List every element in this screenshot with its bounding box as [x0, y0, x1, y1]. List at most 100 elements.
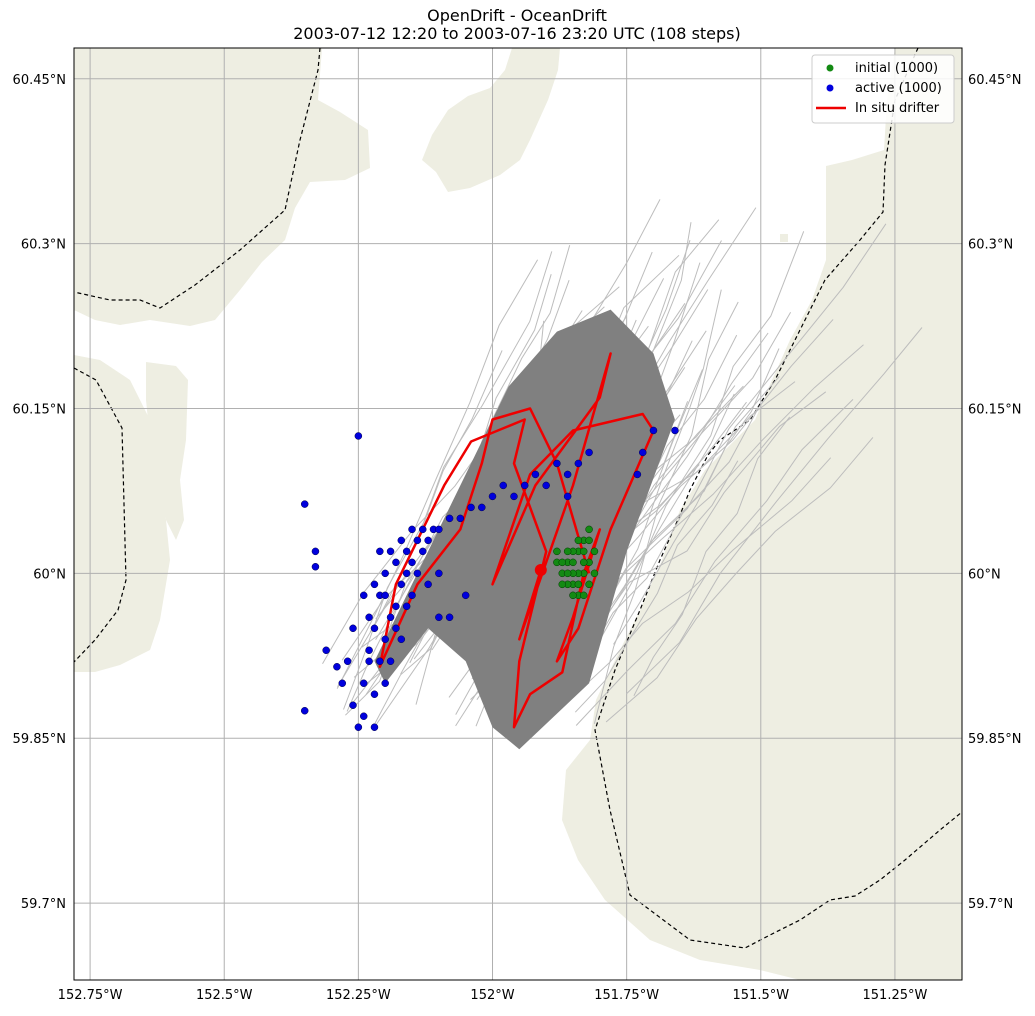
active-point-65	[424, 580, 432, 589]
active-point-7	[338, 679, 347, 688]
active-point-27	[402, 569, 411, 578]
initial-point-19	[574, 536, 583, 545]
x-tick-label-0: 152.75°W	[58, 988, 123, 1003]
active-point-63	[435, 613, 443, 622]
active-point-25	[397, 536, 406, 545]
active-point-29	[408, 525, 416, 534]
active-point-20	[381, 569, 389, 578]
trajectory-line-61	[633, 416, 791, 697]
active-point-40	[488, 492, 497, 501]
active-point-1	[311, 547, 320, 556]
active-point-54	[638, 448, 647, 457]
trajectory-density	[374, 309, 675, 750]
initial-points	[553, 525, 599, 600]
y-tick-label-right-3: 60°N	[968, 567, 1001, 582]
active-point-58	[386, 657, 395, 666]
y-tick-label-left-0: 60.45°N	[13, 73, 66, 88]
initial-point-25	[585, 525, 593, 534]
initial-point-18	[558, 580, 567, 589]
active-point-49	[585, 448, 593, 457]
active-point-6	[333, 663, 341, 671]
active-point-24	[392, 558, 400, 567]
trajectory-line-19	[336, 259, 539, 689]
active-point-62	[413, 569, 422, 578]
y-axis-ticks-right: 60.45°N 60.3°N 60.15°N 60°N 59.85°N 59.7°N	[968, 73, 1021, 912]
active-point-70	[370, 723, 379, 731]
active-point-8	[343, 657, 352, 666]
legend-label-initial: initial (1000)	[855, 61, 938, 76]
active-point-0	[300, 500, 309, 508]
legend-label-drifter: In situ drifter	[855, 101, 940, 116]
active-point-2	[311, 563, 320, 571]
trajectory-line-50	[601, 231, 805, 637]
active-point-73	[435, 569, 443, 578]
active-point-48	[574, 459, 583, 468]
active-point-72	[419, 547, 427, 556]
active-point-11	[359, 712, 368, 720]
y-tick-label-right-0: 60.45°N	[968, 73, 1021, 88]
land-west	[74, 355, 170, 672]
initial-point-29	[569, 558, 577, 567]
y-axis-ticks-left: 60.45°N 60.3°N 60.15°N 60°N 59.85°N 59.7°N	[13, 73, 66, 912]
y-tick-label-left-1: 60.3°N	[21, 238, 66, 253]
active-point-44	[531, 470, 540, 479]
legend: initial (1000) active (1000) In situ dri…	[811, 54, 955, 124]
active-point-12	[359, 679, 368, 688]
land-east-small	[780, 234, 788, 242]
borders	[74, 48, 962, 949]
active-point-10	[354, 723, 363, 731]
x-tick-label-5: 151.5°W	[733, 988, 790, 1003]
active-point-53	[633, 470, 642, 479]
active-point-57	[381, 591, 389, 600]
active-point-45	[542, 481, 550, 490]
chart-title: OpenDrift - OceanDrift	[427, 6, 607, 25]
active-point-61	[408, 591, 416, 600]
y-tick-label-right-1: 60.3°N	[968, 238, 1013, 253]
land-southeast-island	[918, 925, 962, 980]
initial-point-28	[579, 547, 588, 556]
y-tick-label-right-5: 59.7°N	[968, 897, 1013, 912]
y-tick-label-left-5: 59.7°N	[21, 897, 66, 912]
active-point-14	[365, 613, 373, 622]
y-tick-label-left-4: 59.85°N	[13, 732, 66, 747]
border-east	[594, 48, 962, 949]
active-point-42	[510, 492, 518, 501]
active-point-3	[354, 432, 363, 440]
active-point-59	[359, 591, 368, 600]
active-point-9	[349, 701, 357, 709]
land-east	[562, 48, 962, 980]
legend-box	[811, 54, 955, 124]
active-point-30	[408, 558, 416, 567]
active-point-19	[381, 635, 389, 644]
active-point-5	[322, 646, 330, 655]
active-point-60	[392, 624, 400, 633]
x-tick-label-4: 151.75°W	[594, 988, 659, 1003]
y-tick-label-left-2: 60.15°N	[13, 402, 66, 417]
initial-point-22	[579, 558, 588, 567]
land-west-island	[146, 362, 188, 540]
initial-point-23	[569, 591, 577, 600]
active-point-31	[413, 536, 422, 545]
x-tick-label-6: 151.25°W	[863, 988, 928, 1003]
drifter-line	[378, 352, 655, 729]
active-point-15	[370, 690, 379, 698]
border-west	[74, 367, 127, 663]
trajectory-line-58	[613, 348, 780, 645]
active-point-46	[553, 459, 561, 468]
initial-point-20	[590, 569, 599, 578]
initial-point-27	[558, 558, 567, 567]
active-point-64	[445, 613, 454, 622]
plot-frame	[73, 47, 963, 981]
active-point-41	[499, 481, 507, 490]
active-point-32	[419, 525, 427, 534]
trajectory-line-55	[580, 223, 887, 647]
legend-marker-active	[826, 84, 834, 92]
active-point-28	[402, 547, 411, 556]
trajectory-line-65	[575, 399, 854, 726]
active-point-69	[349, 624, 357, 633]
border-northwest	[74, 48, 321, 309]
active-point-21	[386, 613, 395, 622]
trajectory-core	[374, 309, 675, 750]
